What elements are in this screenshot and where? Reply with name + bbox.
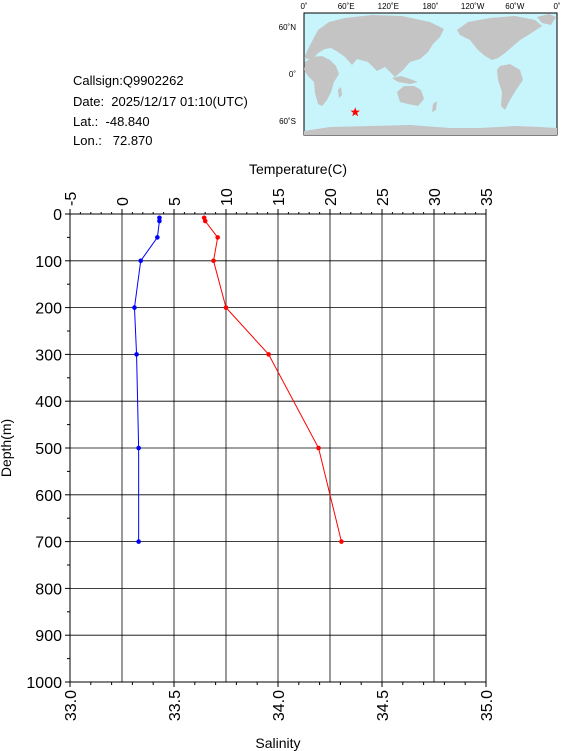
temperature-tick-label: 30 (427, 188, 444, 206)
temperature-data-point (211, 258, 216, 264)
map-land (304, 14, 557, 135)
temperature-data-point (266, 352, 271, 357)
salinity-data-point (134, 352, 139, 357)
temperature-tick-label: 10 (219, 188, 236, 206)
map-longitude-label: 60˚E (338, 2, 355, 11)
indonesia-landmass (392, 76, 418, 84)
salinity-data-point (136, 445, 141, 451)
eurasia-landmass (304, 15, 444, 77)
salinity-tick-label: 33.0 (63, 690, 80, 721)
temperature-data-point (202, 218, 208, 224)
salinity-tick-label: 33.5 (167, 690, 184, 721)
depth-tick-label: 1000 (26, 675, 62, 692)
north-america-landmass (457, 16, 542, 60)
australia-landmass (397, 86, 424, 106)
madagascar-landmass (338, 87, 342, 98)
salinity-data-point (157, 215, 162, 221)
temperature-tick-label: -5 (63, 192, 80, 206)
depth-tick-label: 400 (35, 394, 62, 411)
depth-tick-label: 0 (53, 207, 62, 224)
location-map: 0˚ 60˚E 120˚E 180˚ 120˚W 60˚W 0˚ 60˚N 0˚ 60˚S (279, 2, 561, 136)
salinity-data-point (138, 258, 144, 264)
japan-landmass (427, 36, 433, 50)
temperature-axis-title: Temperature(C) (249, 161, 347, 177)
date-label: Date: 2025/12/17 01:10(UTC) (73, 94, 248, 109)
salinity-profile-line (133, 217, 160, 542)
depth-tick-label: 200 (35, 301, 62, 318)
salinity-tick-label: 34.0 (271, 690, 288, 721)
map-longitude-label: 0˚ (553, 2, 560, 11)
temperature-tick-label: 15 (271, 188, 288, 206)
south-america-landmass (497, 64, 523, 110)
temperature-data-point (316, 445, 321, 451)
depth-tick-label: 300 (35, 347, 62, 364)
temperature-tick-label: 20 (323, 188, 340, 206)
map-latitude-label: 0˚ (289, 70, 296, 79)
salinity-tick-label: 35.0 (479, 690, 496, 721)
float-location-marker (350, 107, 360, 117)
temperature-tick-label: 35 (479, 188, 496, 206)
salinity-tick-label: 34.5 (375, 690, 392, 721)
map-longitude-label: 180˚ (422, 2, 438, 11)
map-latitude-label: 60˚S (279, 117, 296, 126)
temperature-tick-label: 25 (375, 188, 392, 206)
greenland-landmass (537, 14, 556, 25)
temperature-data-point (223, 305, 229, 310)
salinity-data-point (155, 235, 160, 240)
longitude-label: Lon.: 72.870 (73, 133, 153, 148)
temperature-tick-label: 5 (167, 197, 184, 206)
new-zealand-landmass (432, 101, 437, 112)
callsign-label: Callsign:Q9902262 (73, 73, 184, 88)
temperature-data-point (215, 235, 220, 240)
map-longitude-label: 0˚ (300, 2, 307, 11)
depth-tick-label: 100 (35, 254, 62, 271)
map-longitude-label: 120˚W (461, 2, 485, 11)
africa-landmass (304, 56, 339, 106)
depth-tick-label: 600 (35, 488, 62, 505)
antarctica-landmass (304, 125, 557, 135)
map-longitude-label: 60˚W (505, 2, 525, 11)
depth-axis-title: Depth(m) (0, 419, 14, 477)
salinity-axis-title: Salinity (255, 735, 300, 751)
map-latitude-label: 60˚N (279, 23, 297, 32)
salinity-data-point (132, 305, 137, 310)
temperature-data-point (339, 539, 344, 544)
depth-tick-label: 500 (35, 441, 62, 458)
depth-tick-label: 800 (35, 581, 62, 598)
salinity-data-point (157, 218, 162, 224)
depth-tick-label: 900 (35, 628, 62, 645)
map-longitude-label: 120˚E (378, 2, 399, 11)
latitude-label: Lat.: -48.840 (73, 114, 150, 129)
depth-tick-label: 700 (35, 535, 62, 552)
temperature-tick-label: 0 (115, 197, 132, 206)
salinity-data-point (136, 539, 141, 544)
temperature-profile-line (203, 217, 342, 542)
